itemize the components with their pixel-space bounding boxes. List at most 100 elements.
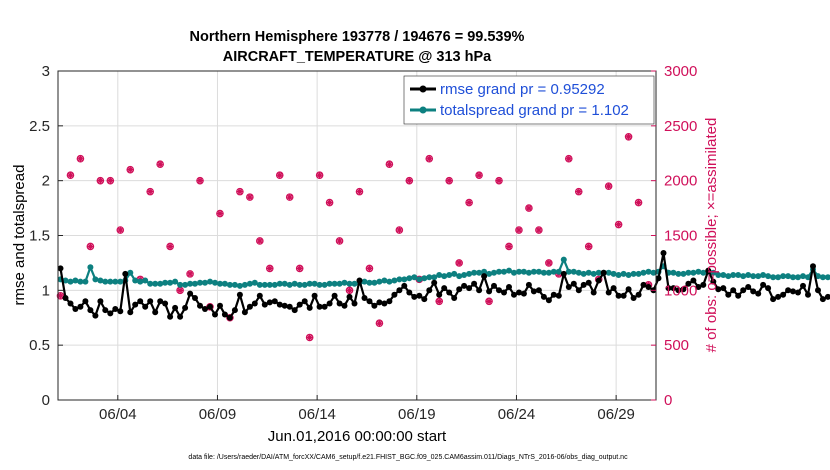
rmse-point (366, 298, 373, 305)
rmse-point (670, 285, 677, 292)
totalspread-point (192, 280, 198, 287)
rmse-point (675, 287, 682, 294)
totalspread-point (301, 281, 308, 288)
rmse-point (725, 291, 732, 298)
totalspread-point (326, 280, 333, 287)
rmse-point (401, 282, 408, 289)
rmse-point (511, 291, 517, 298)
rmse-point (301, 298, 308, 305)
totalspread-point (346, 280, 353, 287)
totalspread-point (72, 277, 79, 284)
totalspread-point (446, 272, 453, 278)
rmse-point (545, 297, 552, 304)
rmse-point (411, 293, 418, 300)
totalspread-point (147, 280, 154, 287)
totalspread-point (401, 276, 408, 283)
totalspread-point (780, 273, 787, 280)
totalspread-point (486, 270, 493, 277)
obs-assimilated-point (635, 199, 642, 206)
totalspread-point (635, 270, 642, 277)
obs-assimilated-point (106, 177, 114, 185)
rmse-point (316, 303, 323, 310)
totalspread-point (520, 268, 527, 275)
rmse-point (795, 289, 801, 296)
totalspread-point (426, 274, 433, 281)
totalspread-point (416, 276, 423, 283)
totalspread-point (311, 280, 318, 287)
totalspread-point (760, 272, 767, 278)
rmse-point (486, 288, 493, 295)
totalspread-point (476, 269, 483, 276)
totalspread-point (331, 280, 338, 287)
chart-title: Northern Hemisphere 193778 / 194676 = 99… (190, 29, 525, 45)
x-tick-label: 06/29 (597, 406, 635, 423)
rmse-point (451, 295, 458, 301)
rmse-point (167, 313, 174, 320)
rmse-point (421, 296, 428, 303)
obs-assimilated-point (246, 193, 254, 201)
rmse-point (555, 292, 562, 299)
totalspread-point (231, 281, 238, 288)
obs-assimilated-point (385, 160, 393, 168)
rmse-point (750, 288, 757, 295)
totalspread-point (411, 274, 418, 281)
totalspread-point (516, 268, 522, 275)
totalspread-point (545, 269, 552, 276)
y-right-tick-label: 0 (664, 392, 672, 409)
rmse-point (645, 284, 652, 290)
rmse-point (565, 284, 572, 290)
totalspread-point (236, 282, 243, 289)
totalspread-point (371, 279, 378, 286)
rmse-point (695, 284, 702, 290)
rmse-point (585, 279, 592, 286)
totalspread-point (386, 278, 393, 285)
rmse-point (476, 287, 483, 294)
totalspread-point (142, 277, 149, 284)
totalspread-point (351, 280, 358, 287)
obs-assimilated-point (296, 265, 304, 272)
obs-assimilated-point (57, 292, 64, 300)
totalspread-point (535, 268, 542, 275)
totalspread-point (620, 270, 627, 277)
totalspread-point (157, 280, 164, 287)
rmse-point (705, 267, 712, 274)
rmse-point (177, 313, 184, 320)
totalspread-point (720, 272, 727, 278)
totalspread-point (670, 269, 677, 276)
obs-assimilated-point (505, 243, 513, 250)
rmse-point (441, 285, 448, 292)
totalspread-point (107, 278, 114, 285)
rmse-point (416, 292, 423, 299)
y-right-tick-label: 2000 (664, 173, 697, 190)
totalspread-point (575, 269, 582, 276)
obs-assimilated-point (116, 226, 124, 234)
totalspread-point (296, 281, 303, 288)
totalspread-point (226, 281, 233, 288)
rmse-point (570, 280, 577, 287)
totalspread-point (366, 279, 373, 286)
obs-assimilated-point (625, 133, 632, 141)
rmse-point (381, 300, 388, 307)
rmse-point (152, 309, 159, 316)
totalspread-point (775, 274, 782, 281)
totalspread-point (740, 273, 747, 280)
rmse-point (172, 304, 179, 311)
totalspread-point (376, 278, 383, 285)
totalspread-point (82, 278, 89, 285)
totalspread-point (281, 280, 288, 287)
y-right-tick-label: 1500 (664, 228, 697, 245)
rmse-point (396, 287, 403, 294)
rmse-point (625, 286, 632, 293)
rmse-point (506, 284, 512, 290)
totalspread-point (187, 280, 194, 287)
rmse-point (157, 298, 164, 305)
rmse-point (207, 303, 213, 310)
rmse-point (391, 291, 398, 298)
rmse-point (72, 306, 79, 312)
rmse-point (261, 301, 268, 308)
totalspread-point (491, 269, 497, 276)
y-axis-label: rmse and totalspread (11, 165, 28, 306)
rmse-point (286, 303, 293, 310)
totalspread-point (381, 277, 388, 284)
rmse-point (590, 289, 597, 296)
